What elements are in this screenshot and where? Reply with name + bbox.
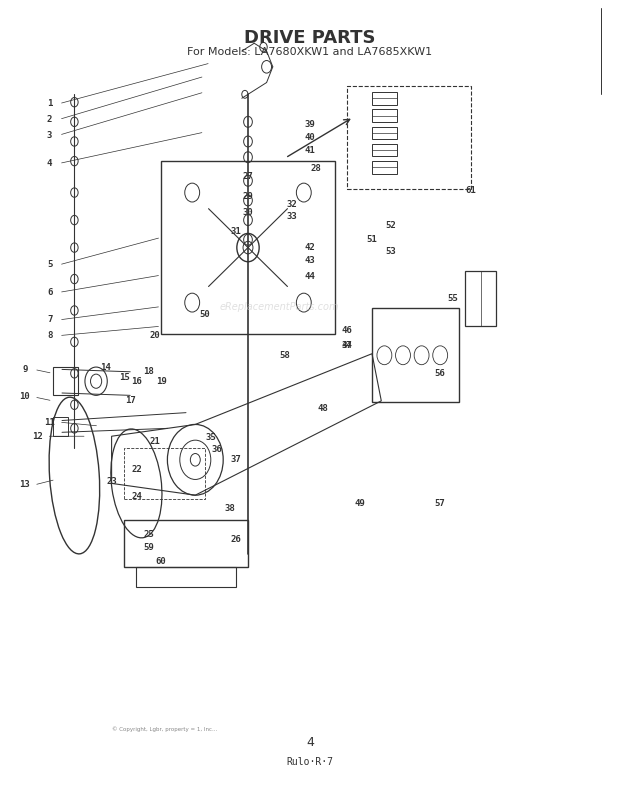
Text: 25: 25 [143,530,154,539]
Text: © Copyright, Lgbr, property = 1, Inc...: © Copyright, Lgbr, property = 1, Inc... [112,726,217,733]
Text: 6: 6 [47,288,52,297]
Text: 42: 42 [304,243,316,252]
Text: 46: 46 [342,325,353,335]
Bar [372,144,397,156]
Text: 33: 33 [286,211,297,221]
Bar [372,161,397,174]
Text: 17: 17 [125,396,136,406]
Text: DRIVE PARTS: DRIVE PARTS [244,29,376,46]
Text: 49: 49 [354,498,365,508]
Bar [53,367,78,395]
Text: 37: 37 [230,455,241,465]
Text: 3: 3 [47,130,52,140]
Text: 5: 5 [47,260,52,270]
Text: 4: 4 [47,159,52,168]
Text: 11: 11 [44,417,55,427]
Text: 28: 28 [311,164,322,174]
Text: 13: 13 [19,480,30,490]
Text: 43: 43 [304,256,316,266]
Text: 56: 56 [435,369,446,378]
Text: 27: 27 [242,172,254,182]
Text: 16: 16 [131,376,142,386]
Text: 7: 7 [47,315,52,325]
Text: 8: 8 [47,331,52,340]
Bar [124,448,205,499]
Text: 41: 41 [304,146,316,156]
Text: 38: 38 [224,504,235,513]
Text: 20: 20 [149,331,161,340]
Bar [372,308,459,402]
Text: 39: 39 [304,119,316,129]
Bar [372,92,397,105]
Text: 59: 59 [143,543,154,553]
Text: 18: 18 [143,367,154,376]
Text: 10: 10 [19,392,30,402]
Text: 44: 44 [304,272,316,281]
Text: 57: 57 [435,498,446,508]
Text: 19: 19 [156,376,167,386]
Text: Rulo·R·7: Rulo·R·7 [286,758,334,767]
Text: 30: 30 [242,208,254,217]
Text: 61: 61 [466,185,477,195]
Text: 31: 31 [230,226,241,236]
Text: 1: 1 [47,99,52,108]
Text: 34: 34 [342,341,353,351]
Text: 29: 29 [242,192,254,201]
Text: 22: 22 [131,465,142,474]
Text: 12: 12 [32,432,43,441]
Text: 50: 50 [199,310,210,319]
Bar [161,161,335,334]
Text: 2: 2 [47,115,52,124]
Text: 35: 35 [205,433,216,443]
Text: 51: 51 [366,235,378,244]
Text: 60: 60 [156,557,167,567]
Text: 36: 36 [211,445,223,454]
Bar [347,86,471,189]
Text: 55: 55 [447,294,458,303]
Text: 53: 53 [385,247,396,256]
Bar [124,520,248,567]
Text: 52: 52 [385,221,396,230]
Text: 14: 14 [100,362,111,372]
Text: 21: 21 [149,437,161,446]
Text: 48: 48 [317,404,328,413]
Text: 26: 26 [230,535,241,545]
Text: 23: 23 [106,476,117,486]
Bar [53,417,68,436]
Bar [372,109,397,122]
Bar [136,567,236,587]
Bar [465,271,496,326]
Text: 32: 32 [286,200,297,209]
Text: eReplacementParts.com: eReplacementParts.com [219,302,339,311]
Text: 9: 9 [22,365,27,374]
Text: 4: 4 [306,736,314,749]
Text: 15: 15 [118,373,130,382]
Text: 24: 24 [131,492,142,501]
Text: 47: 47 [342,341,353,351]
Bar [372,127,397,139]
Text: For Models: LA7680XKW1 and LA7685XKW1: For Models: LA7680XKW1 and LA7685XKW1 [187,47,433,57]
Text: 40: 40 [304,133,316,142]
Text: 58: 58 [280,351,291,360]
